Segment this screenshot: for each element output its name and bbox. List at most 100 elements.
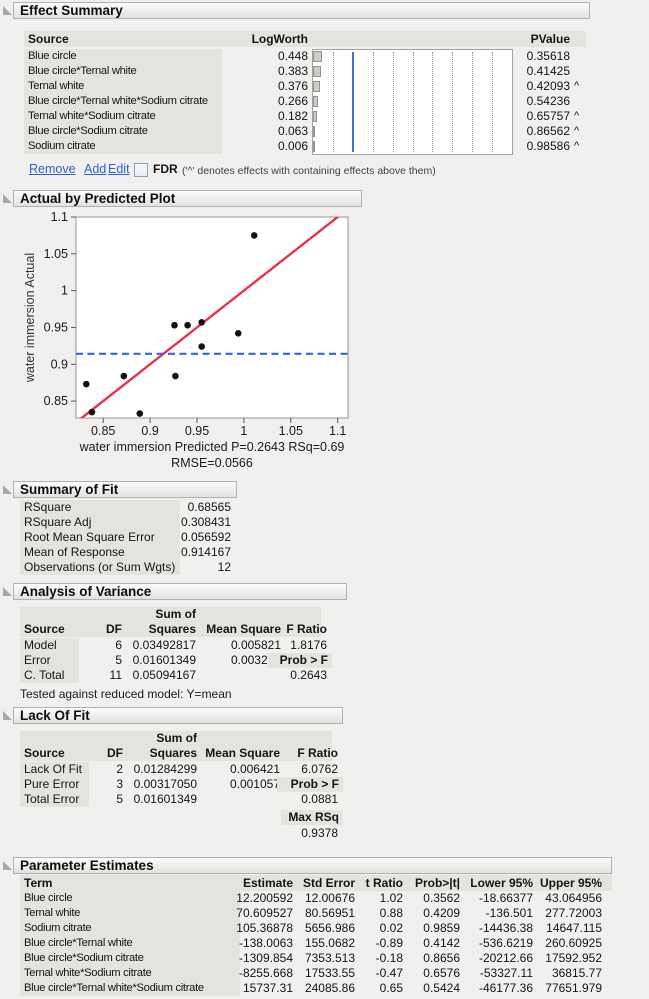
stats-source-cell: Pure Error [20, 777, 89, 792]
sof-label-cell: RSquare Adj [20, 515, 180, 530]
fdr-checkbox[interactable] [134, 163, 148, 177]
stats-fratio-cell: 1.8176 [290, 638, 327, 652]
stats-source-cell: Error [20, 653, 79, 668]
disclosure-triangle-icon-parameter-estimates[interactable] [3, 861, 12, 870]
gridline [472, 52, 474, 152]
column-header-pvalue: PValue [530, 32, 570, 46]
pe-value-cell: 12.00676 [304, 891, 355, 905]
sof-value-cell: 0.056592 [180, 530, 231, 544]
disclosure-triangle-icon-actual-by-predicted[interactable] [3, 194, 12, 203]
pe-value-cell: 0.4142 [423, 936, 460, 950]
max-rsq-label: Max RSq [281, 810, 343, 825]
pe-term-cell: Blue circle*Sodium citrate [20, 951, 240, 966]
section-header-parameter-estimates[interactable]: Parameter Estimates [13, 857, 612, 874]
stats-fratio-cell: 6.0762 [301, 762, 338, 776]
sof-value-cell: 0.68565 [187, 500, 231, 514]
stats-ms-cell: 0.005821 [230, 638, 281, 652]
pe-value-cell: 17533.55 [304, 966, 355, 980]
stats-df-cell: 3 [116, 777, 123, 791]
add-link[interactable]: Add [84, 162, 107, 176]
data-point [136, 410, 144, 417]
data-point [198, 343, 205, 350]
effect-logworth-cell: 0.448 [277, 49, 308, 63]
effect-summary-header-row [24, 31, 586, 47]
disclosure-triangle-icon-anova[interactable] [3, 587, 12, 596]
pe-value-cell: 0.02 [379, 921, 403, 935]
sof-label-cell: RSquare [20, 500, 180, 515]
effect-source-cell: Blue circle [24, 49, 222, 64]
pe-value-cell: -0.18 [375, 951, 403, 965]
stats-ss-cell: 0.01601349 [133, 792, 197, 806]
pe-value-cell: 277.72003 [545, 906, 602, 920]
pe-value-cell: 0.8656 [423, 951, 460, 965]
section-header-lack-of-fit[interactable]: Lack Of Fit [13, 707, 343, 724]
column-header-sum-of: Sum of [156, 731, 197, 745]
logworth-bar [313, 96, 318, 107]
pe-value-cell: -0.89 [375, 936, 403, 950]
rmse-caption: RMSE=0.0566 [171, 456, 253, 470]
data-point [250, 232, 258, 239]
column-header-df: DF [106, 622, 122, 636]
disclosure-triangle-icon-summary-of-fit[interactable] [3, 485, 12, 494]
gridline [452, 52, 454, 152]
pe-value-cell: -536.6219 [478, 936, 533, 950]
pe-value-cell: -53327.11 [479, 966, 533, 980]
pe-value-cell: 12.200592 [236, 891, 293, 905]
x-tick-label: 0.9 [141, 424, 158, 438]
pe-value-cell: 0.88 [379, 906, 403, 920]
stats-ss-cell: 0.01284299 [133, 762, 197, 776]
section-header-actual-by-predicted[interactable]: Actual by Predicted Plot [13, 190, 362, 207]
sof-value-cell: 12 [217, 560, 231, 574]
pe-value-cell: -0.47 [375, 966, 403, 980]
column-header-lower-95-: Lower 95% [470, 876, 533, 890]
section-header-anova[interactable]: Analysis of Variance [13, 583, 347, 600]
column-header-prob-t-: Prob>|t| [414, 876, 460, 890]
stats-ss-cell: 0.00317050 [133, 777, 197, 791]
section-title-effect-summary: Effect Summary [20, 3, 123, 18]
plot-frame [75, 216, 349, 419]
sof-label-cell: Mean of Response [20, 545, 180, 560]
gridline [432, 52, 434, 152]
logworth-bar [313, 81, 320, 92]
identity-line [79, 217, 340, 418]
section-title-actual-by-predicted: Actual by Predicted Plot [20, 191, 176, 206]
column-header-mean-square: Mean Square [206, 622, 281, 636]
effect-logworth-cell: 0.376 [277, 79, 308, 93]
logworth-chart [312, 49, 513, 155]
logworth-bar [313, 126, 315, 137]
pe-value-cell: 260.60925 [545, 936, 602, 950]
column-header-std-error: Std Error [302, 876, 355, 890]
y-tick-label: 1.05 [44, 247, 68, 261]
section-header-effect-summary[interactable]: Effect Summary [13, 2, 590, 19]
pe-value-cell: 7353.513 [304, 951, 355, 965]
disclosure-triangle-icon-effect-summary[interactable] [3, 6, 12, 15]
effect-logworth-cell: 0.266 [277, 94, 308, 108]
logworth-threshold-line [351, 52, 354, 152]
gridline [492, 52, 494, 152]
effect-pvalue-cell: 0.35618 [526, 49, 570, 63]
section-header-summary-of-fit[interactable]: Summary of Fit [13, 481, 237, 498]
pe-value-cell: 0.3562 [423, 891, 460, 905]
column-header-sum-of: Sum of [155, 607, 196, 621]
remove-link[interactable]: Remove [29, 162, 76, 176]
logworth-bar [313, 51, 322, 62]
column-header-source: Source [24, 746, 65, 760]
pe-value-cell: -14436.38 [478, 921, 533, 935]
effect-pvalue-cell: 0.86562 [526, 124, 570, 138]
data-point [83, 380, 90, 388]
edit-link[interactable]: Edit [108, 162, 130, 176]
anova-footnote: Tested against reduced model: Y=mean [20, 687, 232, 701]
pe-value-cell: 24085.86 [304, 981, 355, 995]
y-tick-label: 0.85 [44, 394, 68, 408]
pe-value-cell: -20212.66 [478, 951, 533, 965]
pe-value-cell: 0.4209 [423, 906, 460, 920]
pe-value-cell: -8255.668 [238, 966, 293, 980]
stats-source-cell: C. Total [20, 668, 79, 683]
column-header-estimate: Estimate [242, 876, 293, 890]
logworth-bar [313, 66, 321, 77]
stats-ms-cell: 0.001057 [229, 777, 280, 791]
disclosure-triangle-icon-lack-of-fit[interactable] [3, 711, 12, 720]
stats-ss-cell: 0.01601349 [132, 653, 196, 667]
column-header-df: DF [107, 746, 123, 760]
